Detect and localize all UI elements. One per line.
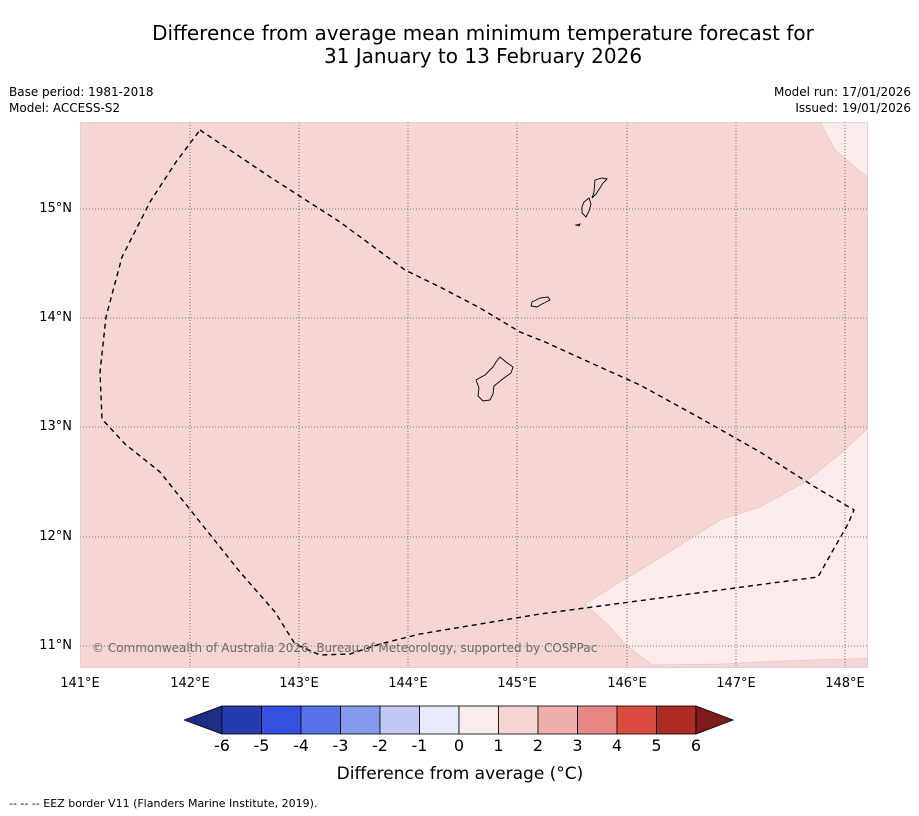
colorbar-segment	[656, 705, 697, 735]
colorbar-label: 2	[532, 736, 544, 755]
colorbar-segment	[221, 705, 262, 735]
colorbar-segment	[261, 705, 302, 735]
island-aguijan	[574, 223, 581, 227]
colorbar-segment	[379, 705, 420, 735]
copyright-text: © Commonwealth of Australia 2026, Bureau…	[92, 641, 598, 655]
lon-tick-145E: 145°E	[497, 676, 537, 691]
colorbar-segment	[419, 705, 460, 735]
colorbar-label: 5	[651, 736, 662, 755]
map-panel	[80, 122, 868, 668]
colorbar-svg	[182, 705, 735, 735]
base-period: Base period: 1981-2018	[9, 85, 154, 99]
colorbar-label: -1	[411, 736, 428, 755]
lon-tick-143E: 143°E	[279, 676, 319, 691]
island-tinian	[581, 197, 592, 218]
meta-right: Model run: 17/01/2026 Issued: 19/01/2026	[774, 84, 911, 116]
model-run: Model run: 17/01/2026	[773, 85, 911, 99]
colorbar-segment	[458, 705, 499, 735]
lon-tick-144E: 144°E	[388, 676, 428, 691]
colorbar-segment	[340, 705, 381, 735]
lon-tick-141E: 141°E	[60, 676, 100, 691]
lon-tick-146E: 146°E	[607, 676, 647, 691]
lon-tick-148E: 148°E	[825, 676, 865, 691]
colorbar-label: -4	[293, 736, 309, 755]
eez-footnote: -- -- -- EEZ border V11 (Flanders Marine…	[9, 797, 318, 810]
lat-tick-13N: 13°N	[39, 419, 72, 434]
lat-tick-12N: 12°N	[39, 529, 72, 544]
model-name: Model: ACCESS-S2	[9, 101, 121, 115]
anomaly-region-0-to-1-northeast	[819, 122, 868, 179]
lat-tick-14N: 14°N	[39, 310, 72, 325]
title-line-2: 31 January to 13 February 2026	[323, 44, 643, 68]
colorbar-segment	[537, 705, 578, 735]
meta-left: Base period: 1981-2018 Model: ACCESS-S2	[9, 84, 154, 116]
colorbar-label: 6	[690, 736, 702, 755]
colorbar-title: Difference from average (°C)	[336, 764, 584, 784]
island-guam	[475, 356, 514, 402]
lon-tick-142E: 142°E	[170, 676, 210, 691]
anomaly-region-0-to-1-south	[584, 427, 868, 666]
colorbar-label: 1	[493, 736, 504, 755]
colorbar-extend-high	[695, 705, 735, 735]
title-line-1: Difference from average mean minimum tem…	[152, 21, 814, 45]
lat-tick-11N: 11°N	[39, 638, 72, 653]
colorbar-extend-low	[182, 705, 223, 735]
map-svg	[80, 122, 868, 668]
colorbar-segment	[577, 705, 618, 735]
colorbar-label: 3	[572, 736, 583, 755]
lon-tick-147E: 147°E	[716, 676, 756, 691]
colorbar-label: -5	[253, 736, 270, 755]
islands	[475, 177, 608, 402]
colorbar-label: -2	[372, 736, 388, 755]
colorbar-segment	[498, 705, 539, 735]
colorbar-label: -6	[214, 736, 230, 755]
eez-border	[99, 129, 855, 656]
island-saipan	[591, 177, 608, 199]
colorbar-label: -3	[332, 736, 349, 755]
island-rota	[530, 296, 551, 308]
lat-tick-15N: 15°N	[39, 201, 72, 216]
colorbar-segment	[616, 705, 657, 735]
graticule	[80, 122, 868, 668]
colorbar	[182, 705, 737, 735]
colorbar-label: 4	[611, 736, 623, 755]
map-title: Difference from average mean minimum tem…	[0, 22, 919, 68]
map-frame	[80, 122, 868, 668]
issued-date: Issued: 19/01/2026	[795, 101, 911, 115]
colorbar-label: 0	[453, 736, 465, 755]
colorbar-segment	[300, 705, 341, 735]
